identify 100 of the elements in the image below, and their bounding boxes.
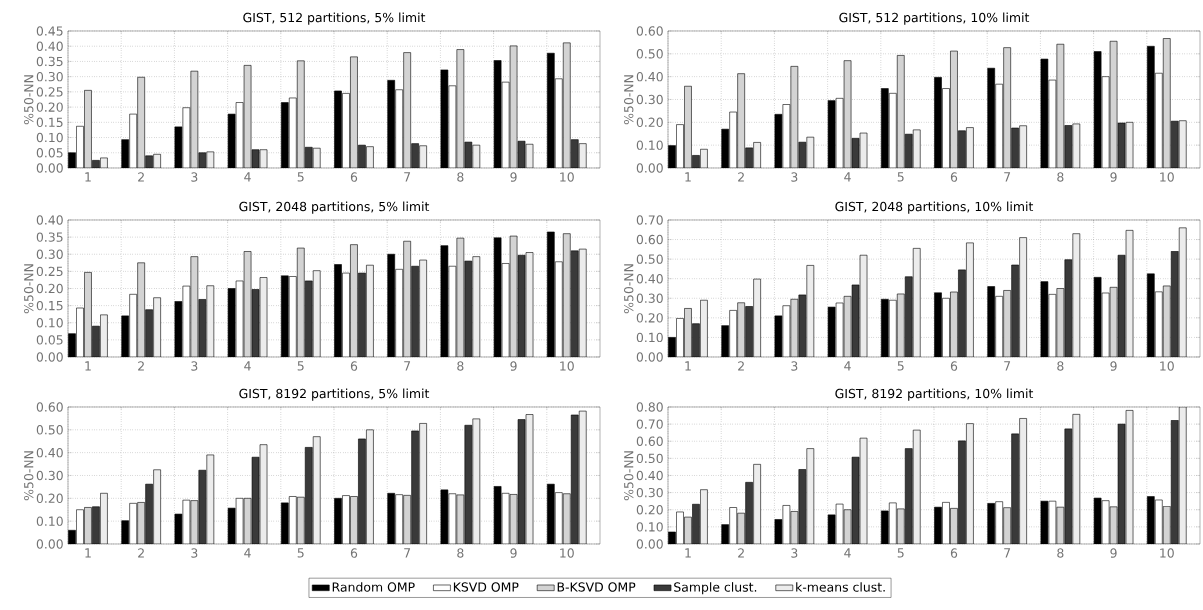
x-tick-label: 8 [1057,172,1064,182]
y-tick-label: 0.30 [636,94,663,105]
x-tick-label: 2 [738,172,744,182]
x-tick-label: 7 [404,172,411,182]
y-tick-label: 0.40 [36,215,63,225]
y-axis-title: %50-NN [24,75,34,125]
x-tick-label: 10 [560,361,574,371]
x-tick-label: 10 [1160,361,1174,371]
x-tick-label: 2 [738,548,744,558]
y-tick-label: 0.40 [636,71,663,82]
x-tick-label: 4 [844,548,851,558]
x-tick-label: 1 [685,548,691,558]
x-tick-label: 2 [138,172,144,182]
y-tick-label: 0.40 [636,470,663,481]
y-tick-label: 0.50 [636,453,663,464]
y-tick-label: 0.10 [36,516,63,526]
x-tick-label: 9 [1110,172,1117,182]
y-tick-label: 0.50 [36,425,63,435]
x-tick-label: 8 [457,172,464,182]
y-tick-label: 0.20 [36,283,63,294]
y-tick-label: 0.20 [36,493,63,504]
y-tick-label: 0.20 [636,117,663,128]
y-axis-title: %50-NN [624,264,634,314]
x-tick-label: 10 [1160,548,1174,558]
x-tick-label: 6 [950,548,958,558]
chart-title: GIST, 8192 partitions, 5% limit [239,388,430,401]
x-tick-label: 7 [404,548,411,558]
x-tick-label: 6 [950,361,958,371]
y-tick-label: 0.60 [636,436,663,446]
x-tick-label: 7 [1004,361,1011,371]
y-tick-label: 0.20 [636,313,663,323]
x-tick-label: 3 [791,172,798,182]
y-tick-label: 0.10 [636,522,663,532]
x-tick-label: 3 [191,361,198,371]
y-tick-label: 0.15 [36,117,63,128]
legend-label: B-KSVD OMP [557,582,636,592]
y-tick-label: 0.15 [36,300,63,311]
y-tick-label: 0.00 [36,539,63,549]
x-tick-label: 3 [191,172,198,182]
y-tick-label: 0.10 [636,140,663,150]
x-tick-label: 10 [1160,172,1174,182]
x-tick-label: 4 [844,361,851,371]
x-tick-label: 10 [560,172,574,182]
y-tick-label: 0.25 [36,87,63,97]
x-tick-label: 5 [297,172,304,182]
y-tick-label: 0.60 [636,26,663,36]
legend-label: KSVD OMP [453,582,519,592]
x-tick-label: 5 [897,548,904,558]
x-tick-label: 4 [244,548,251,558]
y-tick-label: 0.35 [36,56,63,67]
y-tick-label: 0.40 [636,273,663,284]
y-tick-label: 0.30 [636,487,663,498]
x-tick-label: 6 [350,361,358,371]
y-tick-label: 0.70 [636,215,663,225]
y-tick-label: 0.30 [36,249,63,259]
y-tick-label: 0.70 [636,419,663,429]
y-tick-label: 0.35 [36,232,63,242]
y-axis-title: %50-NN [624,75,634,125]
x-tick-label: 1 [85,172,91,182]
y-tick-label: 0.20 [636,505,663,515]
x-tick-label: 1 [85,361,91,371]
chart-title: GIST, 2048 partitions, 10% limit [835,201,1034,214]
x-tick-label: 3 [791,548,798,558]
legend-label: Sample clust. [674,582,757,595]
x-tick-label: 1 [685,172,691,182]
x-tick-label: 6 [350,172,358,182]
chart-title: GIST, 2048 partitions, 5% limit [239,201,430,214]
x-tick-label: 5 [897,361,904,371]
y-tick-label: 0.60 [36,402,63,412]
y-axis-title: %50-NN [624,451,634,501]
y-tick-label: 0.10 [36,132,63,143]
legend-label: Random OMP [332,582,415,592]
y-tick-label: 0.10 [636,332,663,343]
y-tick-label: 0.05 [36,148,63,158]
x-tick-label: 5 [297,361,304,371]
x-tick-label: 7 [404,361,411,371]
y-tick-label: 0.30 [36,71,63,82]
y-tick-label: 0.25 [36,266,63,277]
y-tick-label: 0.20 [36,102,63,112]
chart-title: GIST, 8192 partitions, 10% limit [835,388,1034,401]
x-tick-label: 9 [510,548,517,558]
y-tick-label: 0.00 [36,352,63,362]
x-tick-label: 3 [791,361,798,371]
x-tick-label: 7 [1004,172,1011,182]
y-tick-label: 0.05 [36,335,63,345]
chart-title: GIST, 512 partitions, 5% limit [243,12,426,25]
x-tick-label: 2 [738,361,744,371]
y-tick-label: 0.50 [636,254,663,264]
x-tick-label: 2 [138,361,144,371]
y-tick-label: 0.45 [36,26,63,36]
legend-label: k-means clust. [796,582,885,592]
x-tick-label: 9 [510,361,517,371]
x-tick-label: 4 [844,172,851,182]
y-tick-label: 0.00 [36,163,63,173]
y-tick-label: 0.50 [636,49,663,59]
y-tick-label: 0.00 [636,352,663,362]
y-tick-label: 0.60 [636,234,663,245]
x-tick-label: 9 [1110,361,1117,371]
y-axis-title: %50-NN [24,451,34,501]
x-tick-label: 8 [1057,361,1064,371]
